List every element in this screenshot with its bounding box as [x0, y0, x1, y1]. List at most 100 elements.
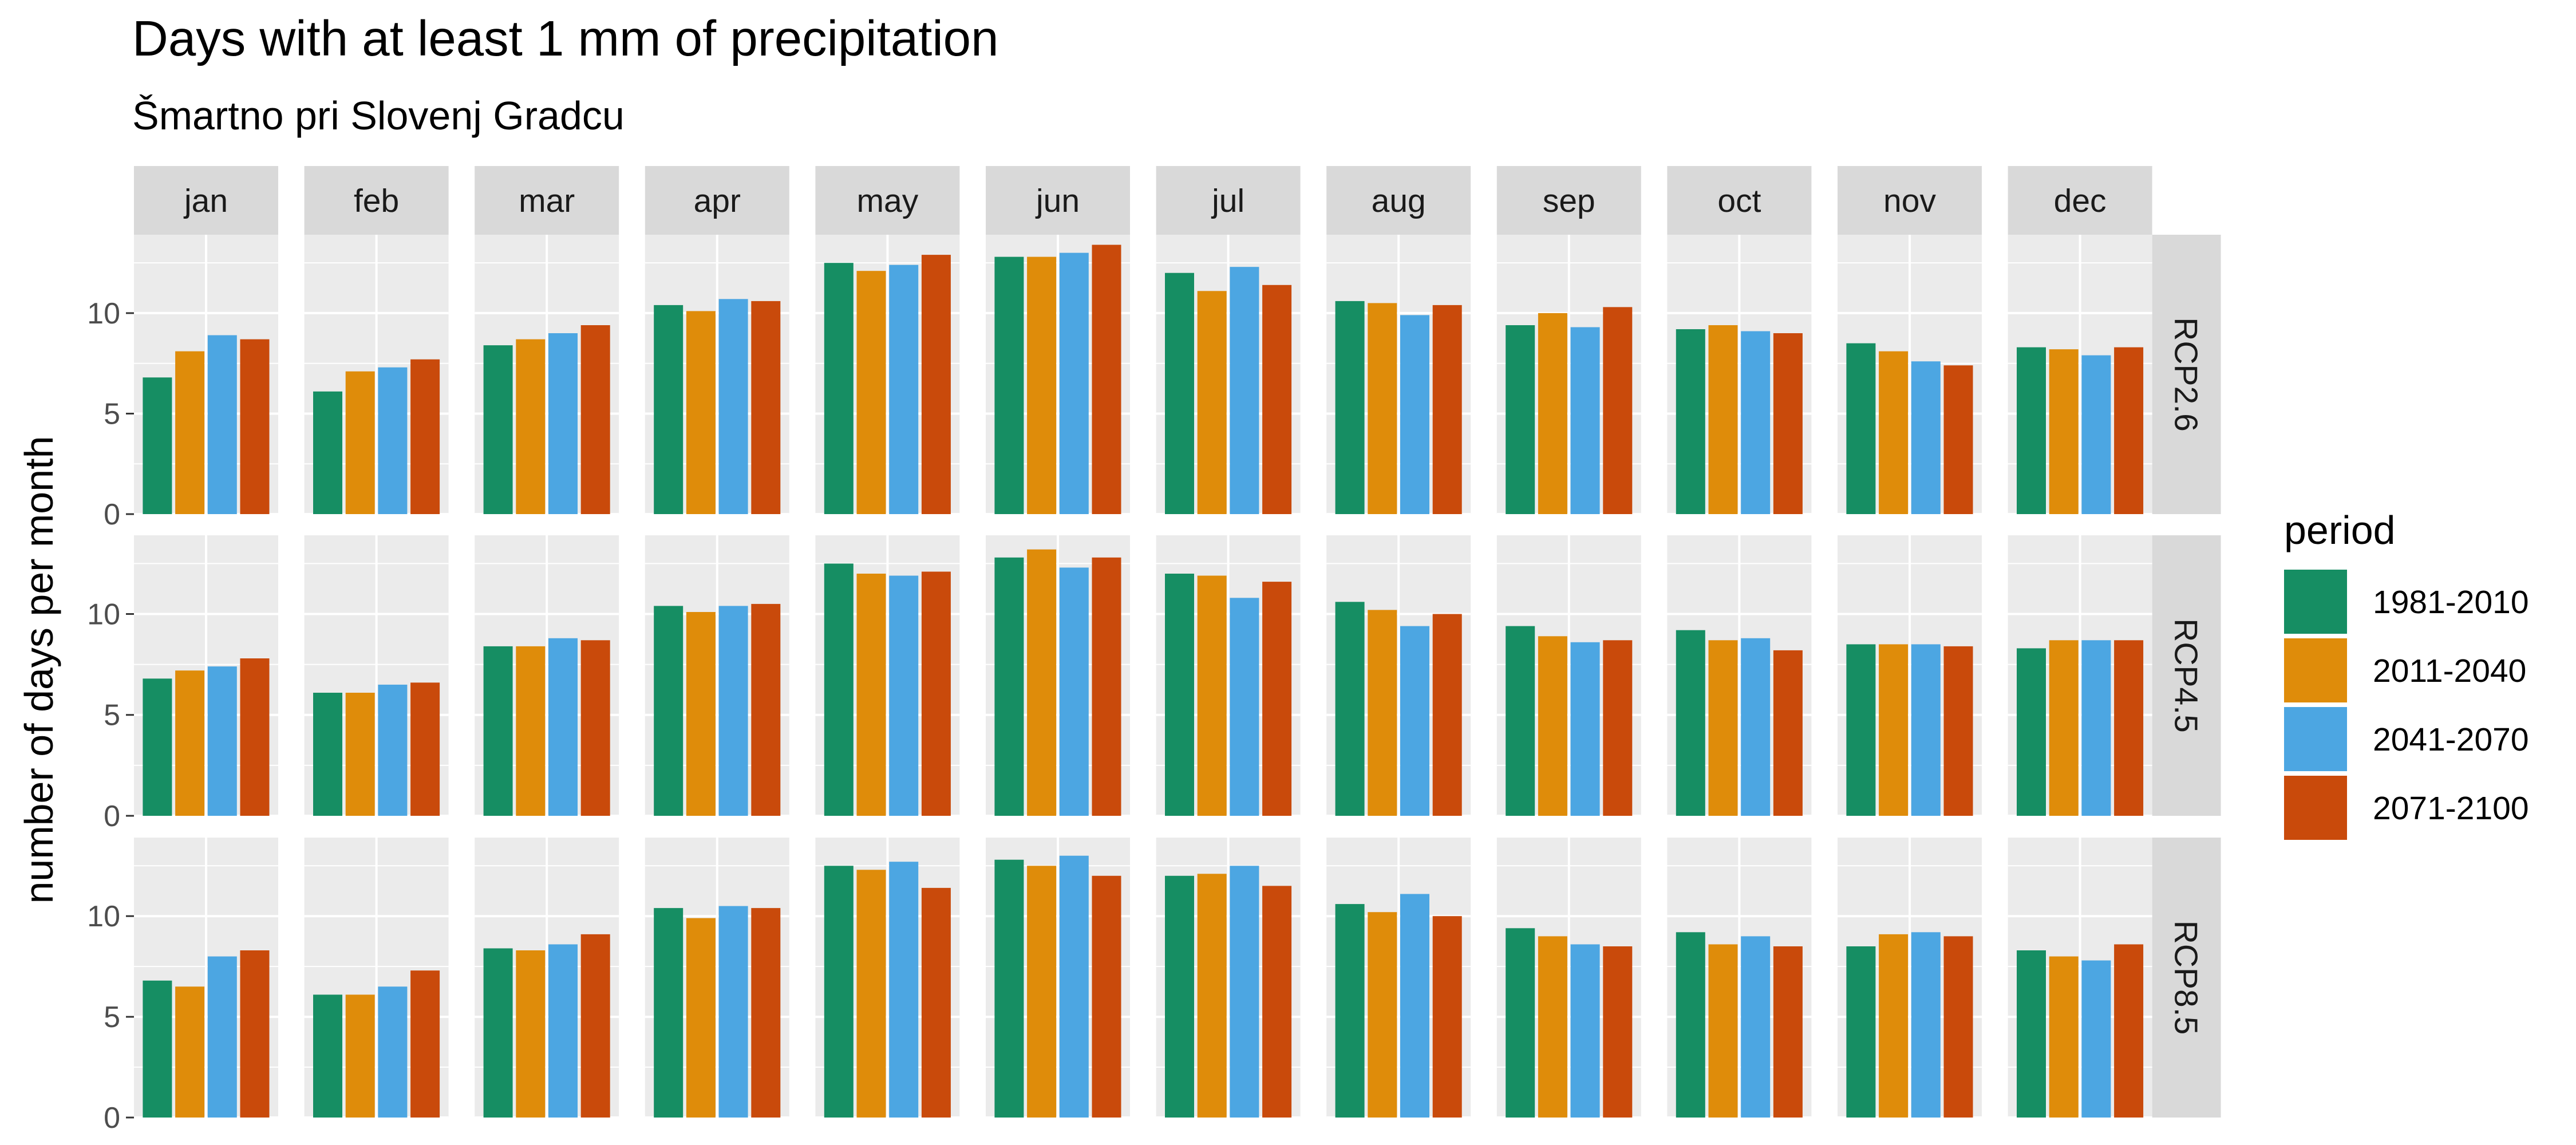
bar-RCP4.5-oct-2041-2070	[1741, 638, 1771, 816]
bar-RCP4.5-feb-2011-2040	[345, 693, 375, 816]
bar-RCP4.5-jul-2071-2100	[1262, 582, 1292, 816]
panel-RCP2.6-may	[815, 235, 960, 515]
bar-RCP4.5-nov-2041-2070	[1911, 644, 1941, 816]
strip-label-jul: jul	[1211, 183, 1244, 219]
bar-RCP2.6-dec-2071-2100	[2114, 347, 2144, 514]
bar-RCP8.5-dec-2041-2070	[2081, 960, 2111, 1118]
bar-RCP4.5-dec-1981-2010	[2017, 648, 2046, 816]
y-tick-label: 0	[104, 1101, 120, 1135]
bar-RCP2.6-may-1981-2010	[824, 263, 854, 514]
bar-RCP2.6-feb-1981-2010	[313, 391, 342, 514]
panel-RCP4.5-mar	[475, 535, 619, 817]
bar-RCP8.5-feb-2011-2040	[345, 994, 375, 1118]
bar-RCP2.6-apr-1981-2010	[654, 305, 683, 514]
bar-RCP8.5-oct-1981-2010	[1676, 932, 1705, 1118]
bar-RCP8.5-aug-1981-2010	[1335, 904, 1365, 1118]
bar-RCP8.5-jun-1981-2010	[994, 859, 1024, 1118]
bar-RCP8.5-aug-2071-2100	[1432, 916, 1462, 1118]
bar-RCP8.5-jun-2071-2100	[1092, 875, 1121, 1118]
bar-RCP8.5-jul-2011-2040	[1197, 874, 1227, 1118]
bar-RCP2.6-mar-2071-2100	[580, 325, 610, 514]
bar-RCP8.5-mar-2071-2100	[580, 934, 610, 1118]
row-strip-RCP8.5	[2152, 838, 2221, 1118]
bar-RCP8.5-apr-2071-2100	[751, 908, 781, 1118]
bar-RCP2.6-may-2041-2070	[889, 264, 919, 514]
panel-RCP4.5-jan	[134, 535, 278, 817]
bar-RCP2.6-mar-2011-2040	[516, 339, 546, 514]
bar-RCP4.5-sep-2071-2100	[1603, 640, 1633, 816]
panel-RCP8.5-aug	[1326, 838, 1471, 1119]
bar-RCP8.5-sep-2071-2100	[1603, 946, 1633, 1118]
strip-label-feb: feb	[354, 183, 399, 219]
panel-RCP2.6-mar	[475, 235, 619, 515]
bar-RCP8.5-jul-2071-2100	[1262, 886, 1292, 1118]
bar-RCP4.5-sep-1981-2010	[1506, 626, 1535, 816]
bar-RCP2.6-jun-1981-2010	[994, 256, 1024, 514]
bar-RCP8.5-jul-2041-2070	[1230, 866, 1259, 1118]
legend-label-2011-2040: 2011-2040	[2373, 653, 2526, 689]
strip-nov	[1838, 166, 1982, 235]
bar-RCP4.5-jun-1981-2010	[994, 557, 1024, 816]
bar-RCP2.6-may-2071-2100	[921, 255, 951, 514]
y-tick-label: 0	[104, 800, 120, 833]
bar-RCP8.5-oct-2041-2070	[1741, 936, 1771, 1118]
bar-RCP4.5-apr-2011-2040	[686, 612, 716, 816]
panel-RCP8.5-feb	[304, 838, 449, 1119]
panel-RCP8.5-nov	[1838, 838, 1982, 1119]
panel-RCP4.5-nov	[1838, 535, 1982, 817]
chart-subtitle: Šmartno pri Slovenj Gradcu	[132, 93, 625, 138]
bar-RCP8.5-may-1981-2010	[824, 866, 854, 1118]
bar-RCP4.5-jun-2041-2070	[1059, 567, 1089, 816]
bar-RCP8.5-sep-2041-2070	[1570, 944, 1600, 1118]
y-tick-label: 5	[104, 397, 120, 431]
bar-RCP8.5-dec-2011-2040	[2049, 956, 2079, 1118]
bar-RCP8.5-may-2041-2070	[889, 862, 919, 1118]
bar-RCP2.6-jul-2071-2100	[1262, 285, 1292, 514]
bar-RCP8.5-may-2011-2040	[856, 870, 886, 1118]
bar-RCP4.5-nov-2071-2100	[1943, 646, 1973, 816]
bar-RCP2.6-apr-2011-2040	[686, 311, 716, 514]
strip-apr	[645, 166, 789, 235]
bar-RCP4.5-jan-2011-2040	[175, 670, 205, 816]
bar-RCP8.5-mar-2041-2070	[548, 944, 578, 1118]
bar-RCP2.6-mar-2041-2070	[548, 333, 578, 514]
panel-RCP4.5-aug	[1326, 535, 1471, 817]
strip-label-oct: oct	[1717, 183, 1761, 219]
panel-RCP8.5-apr	[645, 838, 789, 1119]
panel-RCP2.6-sep	[1496, 235, 1641, 515]
bar-RCP8.5-feb-1981-2010	[313, 994, 342, 1118]
bar-RCP2.6-nov-2011-2040	[1879, 351, 1909, 514]
bar-RCP8.5-mar-1981-2010	[483, 948, 513, 1118]
bar-RCP4.5-nov-2011-2040	[1879, 644, 1909, 816]
panel-RCP8.5-mar	[475, 838, 619, 1119]
bar-RCP8.5-oct-2071-2100	[1773, 946, 1803, 1118]
row-strip-label-RCP2.6: RCP2.6	[2168, 317, 2204, 432]
panel-RCP8.5-jan	[134, 838, 278, 1119]
bar-RCP2.6-nov-2071-2100	[1943, 365, 1973, 514]
bar-RCP2.6-oct-2011-2040	[1708, 325, 1738, 514]
bar-RCP4.5-dec-2011-2040	[2049, 640, 2079, 816]
bar-RCP8.5-jun-2011-2040	[1027, 866, 1057, 1118]
panel-RCP4.5-jul	[1156, 535, 1301, 817]
bar-RCP2.6-aug-2071-2100	[1432, 305, 1462, 514]
panel-RCP2.6-nov	[1838, 235, 1982, 515]
bar-RCP4.5-dec-2071-2100	[2114, 640, 2144, 816]
bar-RCP4.5-dec-2041-2070	[2081, 640, 2111, 816]
bar-RCP4.5-apr-2071-2100	[751, 603, 781, 816]
strip-label-jun: jun	[1035, 183, 1080, 219]
bar-RCP8.5-jun-2041-2070	[1059, 855, 1089, 1118]
panel-RCP8.5-jun	[986, 838, 1130, 1119]
bar-RCP4.5-oct-2011-2040	[1708, 640, 1738, 816]
strip-mar	[475, 166, 619, 235]
bar-RCP8.5-nov-2011-2040	[1879, 934, 1909, 1118]
bar-RCP2.6-feb-2071-2100	[410, 359, 440, 514]
bar-RCP4.5-sep-2011-2040	[1538, 636, 1567, 816]
bar-RCP2.6-dec-1981-2010	[2017, 347, 2046, 514]
bar-RCP8.5-aug-2011-2040	[1368, 912, 1397, 1118]
bar-RCP2.6-sep-2011-2040	[1538, 313, 1567, 514]
bar-RCP2.6-jan-2041-2070	[207, 335, 237, 514]
bar-RCP4.5-may-2011-2040	[856, 574, 886, 816]
bar-RCP8.5-apr-1981-2010	[654, 908, 683, 1118]
bar-RCP4.5-oct-2071-2100	[1773, 650, 1803, 816]
bar-RCP2.6-jan-2011-2040	[175, 351, 205, 514]
